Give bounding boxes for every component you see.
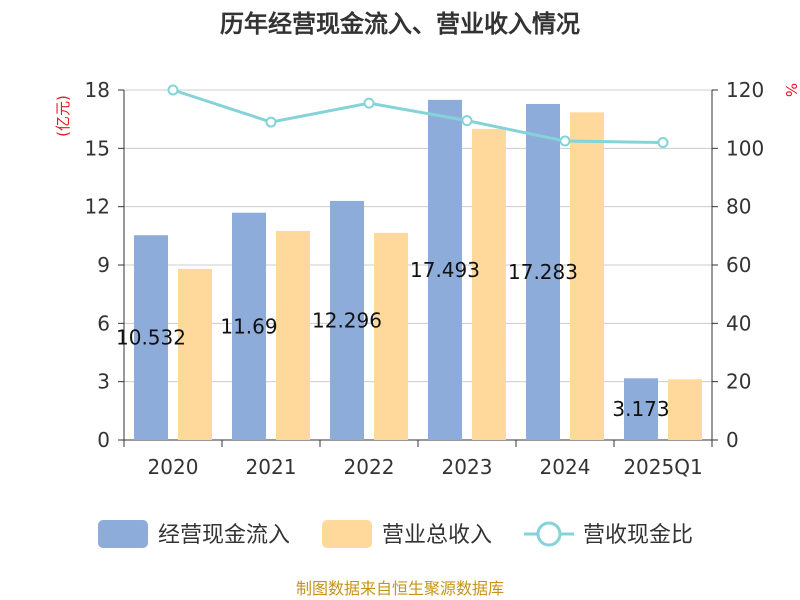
ratio-line-path xyxy=(172,88,664,144)
ratio-line xyxy=(167,84,669,148)
left-tick-label: 12 xyxy=(85,195,110,219)
right-tick-label: 0 xyxy=(726,428,739,452)
legend-swatch-revenue xyxy=(322,520,372,548)
legend-item-ratio[interactable]: 营收现金比 xyxy=(524,521,693,548)
legend-item-cash-inflow[interactable]: 经营现金流入 xyxy=(98,520,290,548)
cash-inflow-bar xyxy=(526,103,560,441)
cash-inflow-bar xyxy=(330,200,364,440)
revenue-bar xyxy=(374,232,408,440)
legend-label-revenue: 营业总收入 xyxy=(382,523,492,548)
legend-label-ratio: 营收现金比 xyxy=(583,523,693,548)
ratio-point xyxy=(167,84,179,96)
ratio-point xyxy=(657,137,669,148)
cash-inflow-bar xyxy=(134,235,168,440)
cash-inflow-value-label: 12.296 xyxy=(312,308,382,332)
revenue-bar xyxy=(570,112,604,440)
cash-inflow-value-label: 17.493 xyxy=(410,258,480,282)
chart-title: 历年经营现金流入、营业收入情况 xyxy=(220,10,580,38)
cash-inflow-value-label: 11.69 xyxy=(220,314,277,338)
left-tick-label: 6 xyxy=(97,311,110,335)
left-tick-label: 18 xyxy=(85,78,110,102)
legend: 经营现金流入 营业总收入 营收现金比 xyxy=(98,520,693,548)
left-tick-label: 0 xyxy=(97,428,110,452)
right-axis-unit: % xyxy=(782,83,800,97)
cash-inflow-value-label: 3.173 xyxy=(612,397,669,421)
ratio-point xyxy=(559,135,571,147)
revenue-bar xyxy=(276,230,310,440)
left-tick-label: 9 xyxy=(97,253,110,277)
left-axis: 0 3 6 9 12 15 18 xyxy=(85,78,125,452)
x-tick-label: 2022 xyxy=(344,455,395,479)
x-axis: 2020 2021 2022 2023 2024 2025Q1 xyxy=(123,439,713,479)
x-tick-label: 2020 xyxy=(148,455,199,479)
cash-inflow-value-label: 17.283 xyxy=(508,260,578,284)
right-tick-label: 100 xyxy=(726,136,764,160)
legend-marker-ratio xyxy=(536,521,562,547)
revenue-bar xyxy=(178,268,212,440)
left-axis-unit: (亿元) xyxy=(54,95,72,137)
right-tick-label: 40 xyxy=(726,311,751,335)
right-tick-label: 80 xyxy=(726,195,751,219)
bars xyxy=(134,99,702,441)
cash-inflow-bar xyxy=(428,99,462,440)
ratio-point xyxy=(265,116,277,128)
cash-inflow-bar xyxy=(624,378,658,440)
x-tick-label: 2023 xyxy=(442,455,493,479)
revenue-bar xyxy=(668,379,702,440)
x-tick-label: 2025Q1 xyxy=(623,455,702,479)
cash-inflow-value-label: 10.532 xyxy=(116,326,186,350)
x-tick-label: 2024 xyxy=(540,455,591,479)
ratio-point xyxy=(461,115,473,127)
left-tick-label: 3 xyxy=(97,370,110,394)
bar-labels: 10.532 11.69 12.296 17.493 17.283 3.173 xyxy=(116,258,670,421)
right-tick-label: 20 xyxy=(726,370,751,394)
right-tick-label: 60 xyxy=(726,253,751,277)
left-tick-label: 15 xyxy=(85,136,110,160)
ratio-point xyxy=(363,97,375,109)
right-axis: 0 20 40 60 80 100 120 xyxy=(711,78,764,452)
source-note: 制图数据来自恒生聚源数据库 xyxy=(296,579,504,598)
legend-swatch-cash-inflow xyxy=(98,520,148,548)
gridlines xyxy=(124,89,712,383)
legend-label-cash-inflow: 经营现金流入 xyxy=(158,523,290,548)
cash-inflow-bar xyxy=(232,212,266,440)
legend-item-revenue[interactable]: 营业总收入 xyxy=(322,520,492,548)
x-tick-label: 2021 xyxy=(246,455,297,479)
revenue-bar xyxy=(472,128,506,440)
right-tick-label: 120 xyxy=(726,78,764,102)
